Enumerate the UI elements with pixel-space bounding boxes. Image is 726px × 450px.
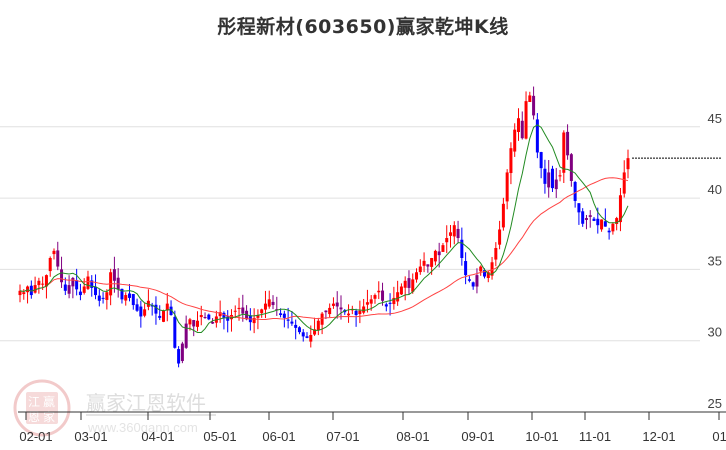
x-tick-label: 06-01 <box>262 429 295 444</box>
svg-text:恩: 恩 <box>28 410 40 424</box>
svg-text:江: 江 <box>28 395 40 409</box>
x-tick-label: 09-01 <box>461 429 494 444</box>
y-tick-label: 35 <box>708 253 722 268</box>
x-tick-label: 03-01 <box>74 429 107 444</box>
y-tick-label: 45 <box>708 111 722 126</box>
watermark-url: www.360gann.com <box>87 420 198 435</box>
y-tick-label: 30 <box>708 325 722 340</box>
grid-lines <box>0 126 700 342</box>
x-tick-label: 10-01 <box>525 429 558 444</box>
y-tick-label: 40 <box>708 182 722 197</box>
x-tick-label: 12-01 <box>642 429 675 444</box>
x-tick-label: 07-01 <box>326 429 359 444</box>
ma-long-line <box>19 177 629 320</box>
watermark-name: 赢家江恩软件 <box>86 391 206 415</box>
x-tick-label: 02-01 <box>19 429 52 444</box>
x-tick-label: 04-01 <box>141 429 174 444</box>
x-tick-label: 08-01 <box>396 429 429 444</box>
x-axis: 02-01 03-01 04-01 05-01 06-01 07-01 08-01 09-01… <box>18 411 726 444</box>
x-tick-label: 05-01 <box>203 429 236 444</box>
x-tick-label: 01-01 <box>712 429 726 444</box>
svg-text:赢: 赢 <box>43 394 55 409</box>
watermark: 江 赢 恩 家 赢家江恩软件 www.360gann.com <box>13 379 216 437</box>
x-tick-label: 11-01 <box>579 429 611 444</box>
chart-title: 彤程新材(603650)赢家乾坤K线 <box>217 16 509 38</box>
y-axis: 25 30 35 40 45 <box>708 111 722 411</box>
y-tick-label: 25 <box>708 396 722 411</box>
candlesticks <box>18 86 630 368</box>
svg-text:家: 家 <box>43 409 55 424</box>
ma-short-line <box>19 124 629 333</box>
